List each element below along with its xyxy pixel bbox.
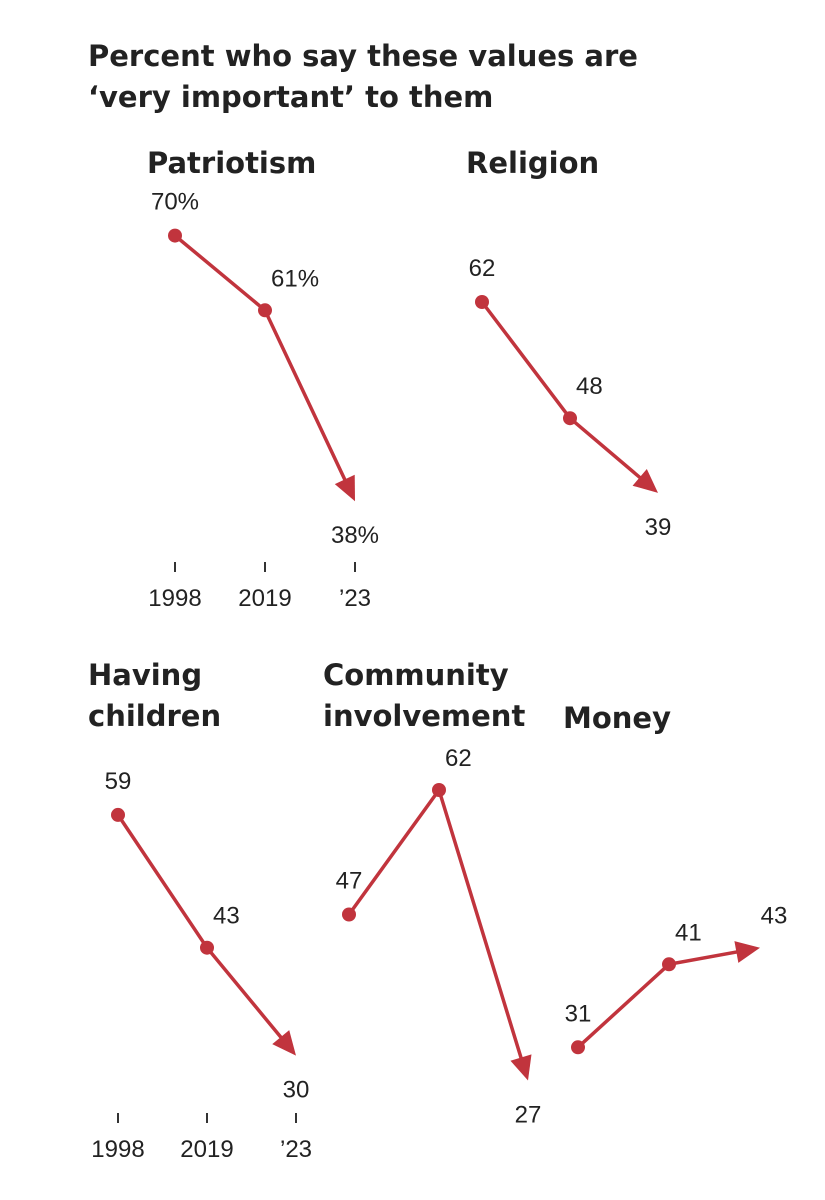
point xyxy=(111,807,125,822)
arrowhead xyxy=(510,1054,532,1081)
value-label: 27 xyxy=(515,1102,542,1129)
point xyxy=(432,783,446,797)
value-label: 70% xyxy=(151,189,199,216)
x-tick-label: ’23 xyxy=(280,1136,312,1163)
panel-title: Patriotism xyxy=(147,146,317,180)
x-tick-label: ’23 xyxy=(339,585,371,612)
panel-title: Money xyxy=(563,701,671,735)
value-label: 31 xyxy=(565,1000,592,1027)
panel-title: Religion xyxy=(466,146,600,180)
arrowhead xyxy=(632,468,658,493)
x-tick-label: 1998 xyxy=(148,585,201,612)
arrowhead xyxy=(272,1030,296,1056)
line xyxy=(576,949,741,1049)
value-label: 39 xyxy=(645,514,672,541)
point xyxy=(662,957,676,972)
value-label: 41 xyxy=(675,919,702,946)
point xyxy=(200,940,214,955)
line xyxy=(480,300,644,482)
value-label: 61% xyxy=(271,265,319,292)
point xyxy=(258,303,272,318)
line xyxy=(116,813,285,1042)
line xyxy=(173,234,349,484)
arrowhead xyxy=(334,474,355,502)
value-label: 47 xyxy=(336,868,363,895)
x-tick-label: 2019 xyxy=(180,1136,233,1163)
point xyxy=(475,295,489,309)
x-tick-label: 1998 xyxy=(91,1136,144,1163)
value-label: 30 xyxy=(283,1077,310,1104)
value-label: 62 xyxy=(445,745,472,772)
point xyxy=(563,411,577,426)
panel-title: Having children xyxy=(88,658,222,733)
arrowhead xyxy=(734,941,760,963)
point xyxy=(168,228,182,243)
x-tick-label: 2019 xyxy=(238,585,291,612)
point xyxy=(342,907,356,922)
value-label: 59 xyxy=(105,768,132,795)
line xyxy=(347,786,524,1062)
value-label: 62 xyxy=(469,255,496,282)
panel-title: Community involvement xyxy=(323,658,526,733)
chart-title: Percent who say these values are ‘very i… xyxy=(88,39,638,114)
value-label: 48 xyxy=(576,373,603,400)
value-label: 43 xyxy=(761,903,788,930)
point xyxy=(571,1040,585,1055)
value-label: 38% xyxy=(331,522,379,549)
value-label: 43 xyxy=(213,903,240,930)
